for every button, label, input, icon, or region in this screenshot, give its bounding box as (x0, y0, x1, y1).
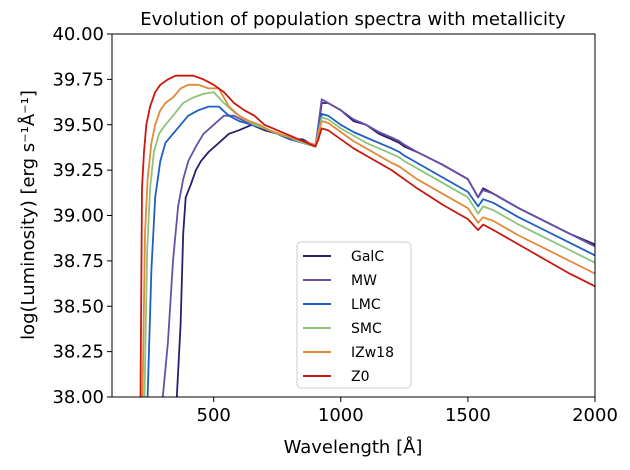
x-axis-label: Wavelength [Å] (284, 436, 423, 458)
x-axis-ticks: 500 1000 1500 2000 (197, 397, 618, 426)
x-tick-label: 1000 (318, 405, 364, 426)
y-tick-label: 38.25 (52, 342, 104, 363)
series-layer (139, 74, 595, 397)
y-tick-label: 38.00 (52, 387, 104, 408)
x-tick-label: 2000 (572, 405, 618, 426)
legend-label: SMC (351, 321, 382, 337)
y-axis-ticks: 38.00 38.25 38.50 38.75 39.00 39.25 39.50 39.75… (52, 24, 112, 408)
x-tick-label: 1500 (445, 405, 491, 426)
y-tick-label: 38.50 (52, 296, 104, 317)
y-tick-label: 40.00 (52, 24, 104, 45)
chart-title: Evolution of population spectra with met… (140, 9, 566, 30)
y-tick-label: 39.25 (52, 160, 104, 181)
legend-label: Z0 (351, 369, 370, 385)
legend-label: MW (351, 273, 377, 289)
y-tick-label: 39.00 (52, 206, 104, 227)
y-tick-label: 39.75 (52, 69, 104, 90)
legend-label: IZw18 (351, 345, 394, 361)
series-line-mw (161, 98, 595, 397)
y-tick-label: 38.75 (52, 251, 104, 272)
legend: GalC MW LMC SMC IZw18 Z0 (296, 241, 412, 389)
y-tick-label: 39.50 (52, 115, 104, 136)
y-axis-label: log(Luminosity) [erg s⁻¹Å⁻¹] (17, 90, 39, 340)
legend-label: GalC (351, 249, 384, 265)
legend-label: LMC (351, 297, 381, 313)
x-tick-label: 500 (197, 405, 231, 426)
series-line-z0 (139, 74, 595, 397)
